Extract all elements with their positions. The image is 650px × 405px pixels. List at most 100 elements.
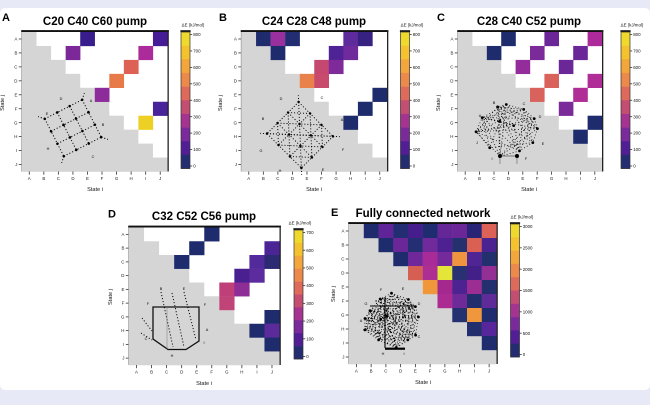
- svg-text:A: A: [464, 176, 467, 181]
- svg-text:C32 C52 C56 pump: C32 C52 C56 pump: [152, 211, 256, 223]
- svg-text:State i: State i: [415, 380, 431, 386]
- svg-text:600: 600: [193, 65, 201, 70]
- svg-text:F: F: [536, 176, 539, 181]
- svg-text:400: 400: [306, 283, 314, 288]
- svg-text:F: F: [429, 368, 432, 373]
- svg-text:100: 100: [633, 147, 641, 152]
- svg-text:I: I: [236, 148, 237, 153]
- svg-text:C: C: [492, 176, 495, 181]
- svg-text:H: H: [234, 134, 237, 139]
- svg-text:1000: 1000: [523, 309, 533, 314]
- svg-text:J: J: [235, 162, 237, 167]
- svg-text:600: 600: [306, 248, 314, 253]
- svg-text:B: B: [478, 176, 481, 181]
- svg-text:I: I: [491, 157, 492, 161]
- svg-text:G: G: [550, 176, 554, 181]
- svg-text:B: B: [42, 176, 45, 181]
- svg-text:E: E: [86, 176, 89, 181]
- svg-text:J: J: [122, 356, 124, 361]
- svg-text:I: I: [403, 352, 404, 356]
- svg-text:E: E: [542, 142, 545, 146]
- svg-text:E: E: [121, 287, 124, 292]
- svg-text:G: G: [443, 368, 447, 373]
- svg-text:E: E: [331, 207, 338, 219]
- svg-text:A: A: [450, 37, 453, 42]
- svg-text:State j: State j: [108, 289, 114, 305]
- svg-text:G: G: [115, 176, 119, 181]
- svg-text:500: 500: [193, 81, 201, 86]
- svg-text:700: 700: [413, 49, 421, 54]
- svg-text:E: E: [306, 176, 309, 181]
- svg-text:D: D: [71, 176, 74, 181]
- svg-text:D: D: [280, 97, 283, 101]
- svg-text:C: C: [121, 259, 124, 264]
- svg-text:A: A: [341, 118, 344, 122]
- svg-text:B: B: [234, 51, 237, 56]
- svg-text:E: E: [234, 92, 237, 97]
- svg-text:I: I: [474, 368, 475, 373]
- svg-text:Fully connected network: Fully connected network: [356, 208, 491, 220]
- svg-text:D: D: [108, 209, 116, 221]
- svg-text:J: J: [379, 176, 381, 181]
- svg-text:A: A: [28, 176, 31, 181]
- svg-text:800: 800: [413, 32, 421, 37]
- svg-text:F: F: [342, 299, 345, 304]
- svg-text:E: E: [322, 168, 325, 172]
- svg-text:A: A: [14, 37, 17, 42]
- svg-text:F: F: [101, 176, 104, 181]
- svg-text:ΔE (kJ/mol): ΔE (kJ/mol): [621, 23, 644, 28]
- svg-text:2000: 2000: [523, 267, 533, 272]
- svg-text:C: C: [165, 369, 168, 374]
- svg-text:D: D: [539, 115, 542, 119]
- svg-text:500: 500: [523, 331, 531, 336]
- svg-text:J: J: [476, 141, 478, 145]
- svg-text:C: C: [418, 335, 421, 339]
- svg-text:State j: State j: [218, 95, 224, 111]
- svg-text:C: C: [384, 368, 387, 373]
- svg-text:E: E: [450, 92, 453, 97]
- svg-text:200: 200: [413, 131, 421, 136]
- svg-text:200: 200: [193, 131, 201, 136]
- svg-text:D: D: [507, 176, 510, 181]
- svg-text:B: B: [493, 101, 496, 105]
- svg-text:G: G: [233, 120, 237, 125]
- svg-text:E: E: [195, 369, 198, 374]
- svg-text:500: 500: [413, 81, 421, 86]
- svg-text:400: 400: [413, 98, 421, 103]
- svg-text:C: C: [276, 176, 279, 181]
- svg-text:G: G: [341, 313, 345, 318]
- svg-text:100: 100: [193, 147, 201, 152]
- svg-text:300: 300: [306, 301, 314, 306]
- svg-text:G: G: [260, 149, 263, 153]
- svg-text:700: 700: [193, 49, 201, 54]
- svg-text:300: 300: [633, 114, 641, 119]
- svg-text:I: I: [580, 176, 581, 181]
- svg-text:G: G: [450, 120, 454, 125]
- svg-text:E: E: [14, 92, 17, 97]
- svg-text:C20 C40 C60 pump: C20 C40 C60 pump: [43, 16, 147, 28]
- svg-text:G: G: [334, 176, 338, 181]
- svg-text:A: A: [360, 319, 363, 323]
- svg-text:D: D: [60, 97, 63, 101]
- svg-text:H: H: [130, 176, 133, 181]
- svg-text:F: F: [210, 369, 213, 374]
- svg-text:H: H: [458, 368, 461, 373]
- svg-text:D: D: [341, 271, 344, 276]
- svg-text:E: E: [183, 287, 186, 291]
- svg-text:G: G: [225, 369, 229, 374]
- svg-text:D: D: [121, 273, 124, 278]
- svg-text:B: B: [370, 368, 373, 373]
- svg-text:A: A: [247, 176, 250, 181]
- svg-text:C: C: [450, 64, 453, 69]
- svg-text:H: H: [341, 327, 344, 332]
- svg-text:300: 300: [193, 114, 201, 119]
- svg-text:H: H: [382, 352, 385, 356]
- svg-text:A: A: [135, 369, 138, 374]
- svg-text:F: F: [122, 301, 125, 306]
- svg-text:700: 700: [306, 230, 314, 235]
- svg-text:State j: State j: [331, 286, 337, 302]
- svg-text:State i: State i: [196, 381, 212, 387]
- svg-text:500: 500: [306, 266, 314, 271]
- svg-text:ΔE (kJ/mol): ΔE (kJ/mol): [401, 23, 424, 28]
- svg-text:H: H: [564, 176, 567, 181]
